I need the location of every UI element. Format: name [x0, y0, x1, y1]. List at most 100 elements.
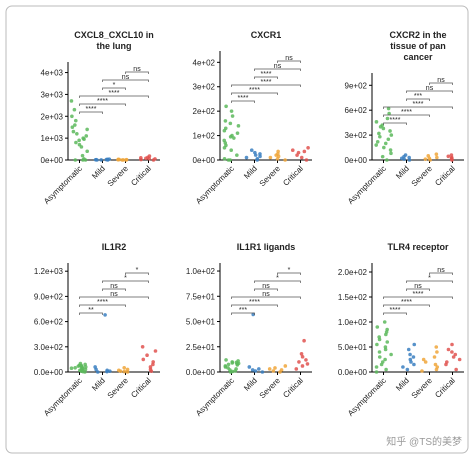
point — [148, 365, 153, 369]
point — [412, 342, 417, 347]
comparison-label: * — [136, 267, 139, 274]
point — [411, 355, 416, 359]
y-tick-label: 6.0e+02 — [34, 318, 64, 327]
y-tick-label: 4e+02 — [193, 58, 216, 67]
comparison-label: ns — [122, 74, 130, 81]
y-tick-label: 2.5e+01 — [186, 343, 216, 352]
point — [389, 133, 394, 137]
y-tick-label: 1e+03 — [41, 134, 64, 143]
point — [374, 143, 379, 147]
bracket — [79, 312, 103, 315]
bracket — [79, 296, 149, 299]
point — [300, 355, 305, 359]
point — [406, 347, 411, 352]
point — [125, 367, 130, 372]
y-tick-label: 3e+02 — [345, 131, 368, 140]
point — [374, 370, 379, 374]
point — [377, 355, 382, 359]
point — [381, 126, 386, 131]
point — [83, 158, 88, 162]
point — [408, 352, 412, 357]
y-tick-label: 0.0e+00 — [338, 368, 368, 377]
y-tick-label: 1e+02 — [193, 132, 216, 141]
point — [81, 158, 85, 162]
y-tick-label: 2e+03 — [41, 112, 64, 121]
y-tick-label: 3e+03 — [41, 90, 64, 99]
point — [229, 109, 234, 113]
bracket — [102, 87, 126, 90]
y-tick-label: 2e+02 — [193, 107, 216, 116]
point — [80, 153, 85, 158]
point — [278, 370, 282, 374]
point — [450, 350, 454, 354]
point — [230, 361, 235, 365]
comparison-label: * — [428, 275, 431, 282]
point — [384, 367, 388, 372]
point — [118, 369, 123, 373]
point — [222, 156, 227, 161]
point — [274, 153, 278, 157]
point — [145, 353, 149, 358]
comparison-label: *** — [414, 93, 422, 100]
comparison-label: ns — [262, 283, 270, 290]
point — [383, 347, 388, 352]
point — [235, 363, 240, 367]
point — [388, 148, 393, 152]
point — [73, 158, 78, 162]
point — [94, 157, 98, 162]
point — [149, 369, 154, 373]
point — [457, 357, 462, 362]
y-tick-label: 6e+02 — [345, 106, 368, 115]
point — [409, 360, 413, 364]
point — [299, 155, 304, 160]
comparison-label: **** — [390, 117, 401, 124]
point — [423, 360, 428, 364]
point — [412, 362, 416, 367]
point — [105, 369, 109, 374]
y-tick-label: 1.0e+02 — [186, 267, 216, 276]
point — [120, 158, 125, 162]
point — [260, 370, 265, 374]
point — [247, 365, 252, 369]
bracket — [79, 103, 126, 106]
panel-title: the lung — [97, 41, 132, 51]
y-tick-label: 5.0e+01 — [338, 343, 368, 352]
point — [122, 369, 127, 374]
comparison-label: **** — [249, 299, 260, 306]
point — [253, 153, 258, 157]
point — [73, 123, 77, 127]
point — [144, 156, 148, 161]
comparison-label: ns — [110, 291, 118, 298]
point — [125, 370, 130, 374]
point — [85, 149, 89, 154]
y-tick-label: 3e+02 — [193, 83, 216, 92]
panel-title: IL1R2 — [102, 242, 127, 252]
point — [235, 153, 239, 157]
point — [232, 136, 236, 140]
point — [108, 369, 112, 373]
point — [69, 366, 74, 371]
point — [385, 116, 390, 121]
watermark: 知乎 @TS的美梦 — [386, 435, 462, 448]
point — [249, 148, 254, 153]
comparison-label: ** — [88, 307, 94, 314]
point — [379, 362, 384, 367]
comparison-label: * — [113, 82, 116, 89]
point — [374, 365, 379, 369]
comparison-label: **** — [413, 101, 424, 108]
y-tick-label: 2.0e+02 — [338, 268, 368, 277]
bracket — [231, 304, 278, 307]
y-tick-label: 1.2e+03 — [34, 267, 64, 276]
y-tick-label: 0.0e+00 — [186, 368, 216, 377]
bracket — [102, 79, 149, 82]
point — [377, 350, 382, 354]
point — [446, 154, 451, 159]
bracket — [254, 76, 278, 79]
point — [304, 158, 309, 162]
point — [226, 362, 231, 367]
comparison-label: * — [288, 267, 291, 274]
point — [122, 366, 127, 370]
point — [236, 124, 241, 128]
point — [229, 148, 234, 153]
comparison-label: ns — [437, 77, 445, 84]
